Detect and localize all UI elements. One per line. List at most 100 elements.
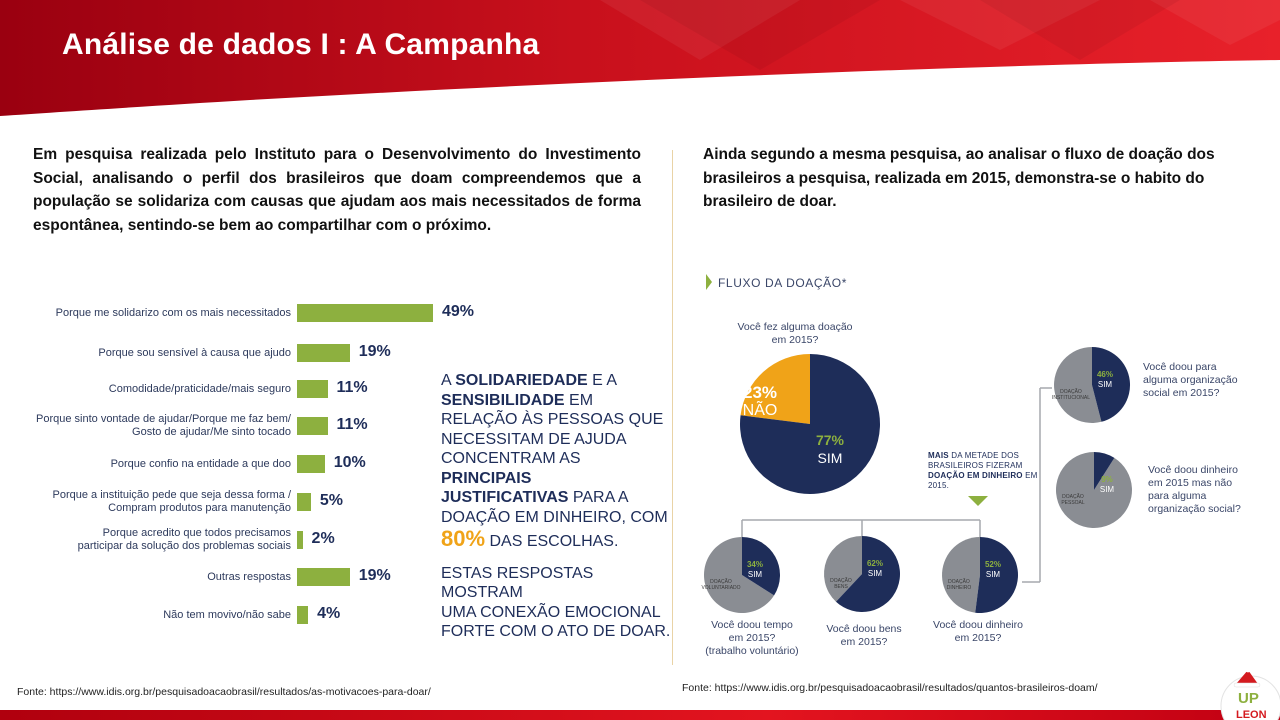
pie-small-pct: 46% (1097, 370, 1113, 379)
pie-slice-no (1054, 347, 1102, 423)
pie-small-tag: DOAÇÃO (710, 578, 732, 585)
q-time-line1: Você doou tempo (711, 619, 793, 631)
q-org-line2: alguma organização (1143, 374, 1238, 386)
callout-l10: Estas respostas mostram (441, 564, 594, 602)
footer-band (0, 710, 1280, 720)
bar (297, 568, 350, 586)
q-time-line2: em 2015? (728, 632, 776, 644)
pie-small-tag: VOLUNTARIADO (701, 585, 740, 591)
callout-l2b: em (564, 391, 594, 409)
bar-label: Porque me solidarizo com os mais necessi… (55, 306, 291, 319)
pie-small-pct: 62% (867, 559, 883, 568)
left-paragraph: Em pesquisa realizada pelo Instituto par… (33, 146, 641, 234)
pie-small-pct: 9% (1101, 475, 1113, 484)
pie-slice-sim (1094, 452, 1115, 490)
bar-label: Porque sinto vontade de ajudar/Porque me… (36, 413, 291, 438)
bar-value-label: 5% (319, 492, 343, 509)
q-time-line3: (trabalho voluntário) (705, 645, 799, 657)
q-org-line3: social em 2015? (1143, 387, 1220, 399)
q-money-line2: em 2015? (954, 632, 1002, 644)
flow-infographic: 23%NÃO77%SIM46%SIMDOAÇÃOINSTITUCIONAL9%S… (701, 274, 1132, 613)
down-arrow-icon (968, 496, 988, 506)
q-mno-line2: em 2015 mas não (1148, 477, 1233, 489)
callout-l1c: e a (587, 372, 618, 389)
pie-slice-no (824, 536, 862, 602)
q-main-line1: Você fez alguma doação (737, 321, 853, 333)
slide-title: Análise de dados I : A Campanha (62, 28, 540, 61)
bar-label: Outras respostas (207, 570, 291, 583)
pie-slice-sim (1092, 347, 1131, 422)
pie-group: 23%NÃO77%SIM46%SIMDOAÇÃOINSTITUCIONAL9%S… (701, 347, 1132, 613)
pie-slice-no (703, 537, 775, 613)
note-b: DA METADE DOS BRASILEIROS FIZERAM (928, 451, 1023, 470)
pie-slice-sim (835, 536, 901, 612)
question-money-no-org: Você doou dinheiro em 2015 mas não para … (1148, 464, 1241, 516)
note-a: MAIS (928, 451, 949, 460)
callout-l3: relação às pessoas que (441, 411, 664, 428)
pie-small-tag: DINHEIRO (947, 585, 972, 591)
q-org-line1: Você doou para (1143, 361, 1217, 373)
q-goods-line2: em 2015? (840, 636, 888, 648)
q-mno-line1: Você doou dinheiro (1148, 464, 1238, 476)
bar (297, 493, 311, 511)
pie-small-tag: DOAÇÃO (830, 577, 852, 584)
highlight-note: MAIS DA METADE DOS BRASILEIROS FIZERAM D… (928, 451, 1038, 491)
pie-slice-sim (742, 537, 780, 596)
header-background (0, 0, 1280, 116)
bar-value-label: 19% (358, 343, 391, 360)
bar (297, 417, 328, 435)
pie-small-sim: SIM (1098, 380, 1113, 389)
bar (297, 344, 350, 362)
question-money: Você doou dinheiro em 2015? (916, 619, 1040, 645)
bar (297, 531, 303, 549)
play-triangle-icon (706, 274, 712, 290)
bar-value-label: 4% (317, 605, 341, 622)
bar-value-label: 10% (333, 454, 366, 471)
callout-text: A Solidariedade e a Sensibilidade em rel… (441, 371, 673, 642)
bar-label: Não tem movivo/não sabe (163, 608, 291, 621)
bar-value-label: 11% (336, 379, 368, 396)
callout-l1b: Solidariedade (455, 372, 588, 389)
pie-small-tag: DOAÇÃO (1060, 388, 1082, 395)
question-main: Você fez alguma doação em 2015? (730, 321, 860, 347)
callout-l9a: 80% (441, 526, 486, 551)
bar-value-label: 19% (358, 567, 391, 584)
bar-value-label: 2% (311, 530, 335, 547)
callout-l11: uma conexão emocional (441, 603, 661, 621)
q-mno-line3: para alguma (1148, 490, 1207, 502)
left-source: Fonte: https://www.idis.org.br/pesquisad… (17, 686, 431, 698)
question-time: Você doou tempo em 2015? (trabalho volun… (690, 619, 814, 658)
bar (297, 304, 433, 322)
pie-small-pct: 34% (747, 560, 763, 569)
pie-slice-nao (740, 354, 810, 424)
bar-label: Porque a instituição pede que seja dessa… (52, 489, 291, 514)
pie-small-sim: SIM (868, 569, 883, 578)
q-money-line1: Você doou dinheiro (933, 619, 1023, 631)
bar-value-label: 49% (442, 303, 475, 320)
callout-l1a: A (441, 372, 456, 389)
callout-l5: concentram as (441, 450, 581, 467)
question-org: Você doou para alguma organização social… (1143, 361, 1238, 400)
bar-label: Porque acredito que todos precisamos part… (77, 527, 291, 552)
bar-label: Porque sou sensível à causa que ajudo (98, 346, 291, 359)
pie-slice-sim (975, 537, 1019, 613)
pie-small-pct: 52% (985, 560, 1001, 569)
note-d: EM 2015. (928, 471, 1038, 490)
callout-l7a: justificativas (441, 489, 569, 506)
q-main-line2: em 2015? (771, 334, 819, 346)
callout-l7b: para a (568, 489, 629, 506)
pie-small-sim: SIM (748, 570, 763, 579)
q-goods-line1: Você doou bens (826, 623, 902, 635)
callout-l4: necessitam de ajuda (441, 430, 627, 448)
note-c: DOAÇÃO EM DINHEIRO (928, 471, 1023, 480)
pie-small-tag: DOAÇÃO (948, 578, 970, 585)
right-source: Fonte: https://www.idis.org.br/pesquisad… (682, 682, 1098, 694)
callout-l6: principais (441, 469, 532, 487)
bar (297, 380, 328, 398)
question-goods: Você doou bens em 2015? (806, 623, 922, 649)
pie-small-tag: PESSOAL (1061, 500, 1085, 506)
pie-slice-sim (739, 354, 880, 494)
callout-l9b: das escolhas. (485, 533, 619, 550)
bar-label: Porque confio na entidade a que doo (110, 457, 291, 470)
header-band: Análise de dados I : A Campanha (0, 0, 1280, 118)
